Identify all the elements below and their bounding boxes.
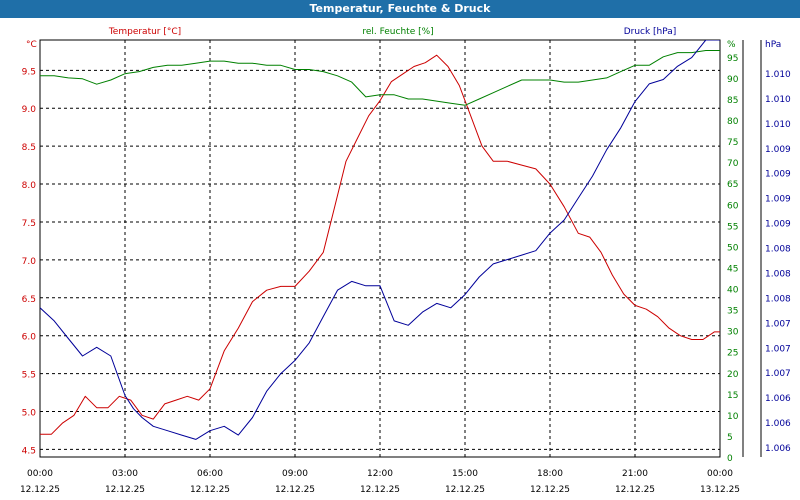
x-tick-time: 09:00 [282,469,308,479]
series-layer [40,40,720,440]
press-tick-label: 1.007 [765,369,791,379]
press-tick-label: 1.010 [765,95,791,105]
x-tick-time: 03:00 [112,469,138,479]
x-tick-time: 21:00 [622,469,648,479]
hum-tick-label: 60 [727,201,739,211]
temp-tick-label: 7.5 [22,219,36,229]
x-tick-date: 12.12.25 [275,485,315,495]
hum-tick-label: 20 [727,370,739,380]
hum-tick-label: 80 [727,117,739,127]
hum-tick-label: 5 [727,433,733,443]
hum-tick-label: 45 [727,264,738,274]
hum-tick-label: 50 [727,243,739,253]
temp-tick-label: 8.0 [22,181,37,191]
press-tick-label: 1.008 [765,269,791,279]
hum-tick-label: 65 [727,180,738,190]
temp-tick-label: 8.5 [22,143,36,153]
x-tick-time: 12:00 [367,469,393,479]
temp-axis-title: Temperatur [°C] [108,27,181,37]
series-line-temp [40,54,720,435]
hum-tick-label: 35 [727,307,738,317]
x-tick-date: 12.12.25 [445,485,485,495]
axes-layer [39,39,762,458]
x-tick-date: 12.12.25 [105,485,145,495]
press-tick-label: 1.007 [765,319,791,329]
hum-unit-label: % [727,40,736,50]
x-tick-date: 12.12.25 [615,485,655,495]
series-line-hum [40,50,720,106]
hum-tick-label: 95 [727,54,738,64]
x-tick-time: 00:00 [27,469,53,479]
temp-tick-label: 5.0 [22,409,37,419]
chart-title: Temperatur, Feuchte & Druck [0,0,800,18]
press-tick-label: 1.009 [765,220,791,230]
hum-axis-title: rel. Feuchte [%] [362,27,433,37]
press-tick-label: 1.006 [765,444,791,454]
temp-tick-label: 7.0 [22,257,37,267]
hum-tick-label: 40 [727,286,739,296]
hum-tick-label: 75 [727,138,738,148]
hum-tick-label: 85 [727,96,738,106]
hum-tick-label: 15 [727,391,738,401]
temp-unit-label: °C [26,40,37,50]
hum-tick-label: 10 [727,412,739,422]
temp-tick-label: 6.0 [22,333,37,343]
grid-layer [40,40,720,457]
x-tick-time: 18:00 [537,469,563,479]
press-tick-label: 1.010 [765,70,791,80]
temp-tick-label: 9.5 [22,67,36,77]
press-tick-label: 1.007 [765,344,791,354]
press-tick-label: 1.009 [765,145,791,155]
press-tick-label: 1.009 [765,195,791,205]
press-tick-label: 1.008 [765,245,791,255]
press-tick-label: 1.010 [765,120,791,130]
hum-tick-label: 0 [727,454,733,464]
x-tick-time: 15:00 [452,469,478,479]
press-tick-label: 1.008 [765,294,791,304]
press-tick-label: 1.006 [765,394,791,404]
series-line-press [40,40,720,440]
temp-tick-label: 5.5 [22,371,36,381]
hum-tick-label: 70 [727,159,739,169]
press-unit-label: hPa [765,40,781,50]
x-tick-time: 06:00 [197,469,223,479]
x-tick-time: 00:00 [707,469,733,479]
labels-layer: 00:00 12.12.25 03:00 12.12.25 06:00 12.12.25 0… [20,27,791,495]
temp-tick-label: 4.5 [22,446,36,456]
x-tick-date: 12.12.25 [190,485,230,495]
press-tick-label: 1.006 [765,419,791,429]
x-tick-date: 12.12.25 [20,485,60,495]
hum-tick-label: 25 [727,349,738,359]
x-tick-date: 12.12.25 [530,485,570,495]
plot-border [39,39,721,458]
hum-tick-label: 90 [727,75,739,85]
temp-tick-label: 9.0 [22,105,37,115]
press-axis-title: Druck [hPa] [624,27,677,37]
x-tick-date: 13.12.25 [700,485,740,495]
press-tick-label: 1.009 [765,170,791,180]
temp-tick-label: 6.5 [22,295,36,305]
hum-tick-label: 30 [727,328,739,338]
hum-tick-label: 55 [727,222,738,232]
x-tick-date: 12.12.25 [360,485,400,495]
